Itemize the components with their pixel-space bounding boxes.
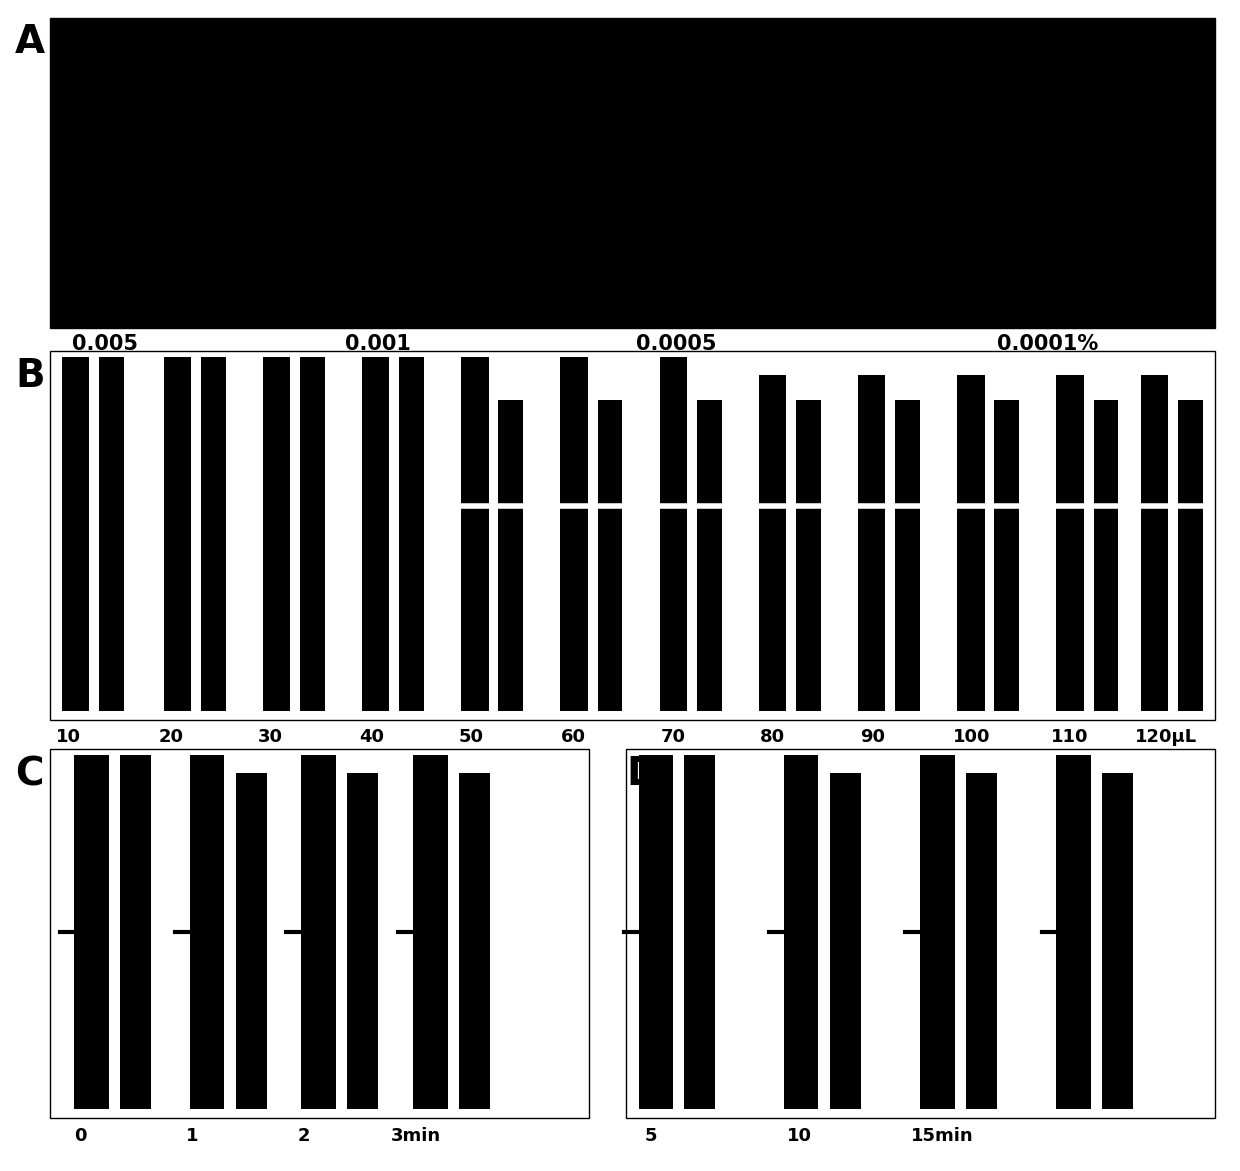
Bar bbox=[796, 399, 821, 711]
Bar bbox=[99, 357, 124, 711]
Text: 80: 80 bbox=[760, 728, 785, 746]
Bar bbox=[164, 357, 191, 711]
Text: 40: 40 bbox=[360, 728, 384, 746]
Bar bbox=[759, 375, 786, 711]
Bar bbox=[598, 399, 622, 711]
Text: 2: 2 bbox=[298, 1127, 310, 1144]
Bar bbox=[459, 773, 490, 1109]
Text: 3min: 3min bbox=[391, 1127, 440, 1144]
Text: 70: 70 bbox=[661, 728, 686, 746]
Text: 20: 20 bbox=[159, 728, 184, 746]
Bar bbox=[301, 755, 336, 1109]
Bar bbox=[957, 375, 985, 711]
Bar bbox=[697, 399, 722, 711]
Text: 1: 1 bbox=[186, 1127, 198, 1144]
Bar bbox=[236, 773, 267, 1109]
Bar bbox=[560, 357, 588, 711]
Bar bbox=[1178, 399, 1203, 711]
Text: 5: 5 bbox=[645, 1127, 657, 1144]
Bar bbox=[201, 357, 226, 711]
Bar bbox=[684, 755, 715, 1109]
Bar bbox=[461, 357, 489, 711]
Text: 30: 30 bbox=[258, 728, 283, 746]
Bar bbox=[120, 755, 151, 1109]
Text: 100: 100 bbox=[954, 728, 991, 746]
Bar bbox=[1056, 375, 1084, 711]
Bar bbox=[895, 399, 920, 711]
Bar bbox=[966, 773, 997, 1109]
Text: A: A bbox=[15, 23, 45, 61]
Bar bbox=[639, 755, 673, 1109]
Text: 10: 10 bbox=[787, 1127, 812, 1144]
Text: 15min: 15min bbox=[911, 1127, 973, 1144]
Bar bbox=[50, 749, 589, 1118]
Bar bbox=[190, 755, 224, 1109]
Bar bbox=[498, 399, 523, 711]
Bar bbox=[362, 357, 389, 711]
Bar bbox=[62, 357, 89, 711]
Text: 120μL: 120μL bbox=[1135, 728, 1197, 746]
Bar bbox=[1102, 773, 1133, 1109]
Text: 90: 90 bbox=[861, 728, 885, 746]
Bar bbox=[1056, 755, 1091, 1109]
Text: 0.001: 0.001 bbox=[345, 334, 412, 354]
Text: 110: 110 bbox=[1052, 728, 1089, 746]
Bar bbox=[399, 357, 424, 711]
Bar bbox=[347, 773, 378, 1109]
Bar bbox=[660, 357, 687, 711]
Bar bbox=[994, 399, 1019, 711]
Bar bbox=[263, 357, 290, 711]
Bar bbox=[50, 18, 1215, 328]
Text: 50: 50 bbox=[459, 728, 484, 746]
Bar bbox=[858, 375, 885, 711]
Bar bbox=[784, 755, 818, 1109]
Text: 0.0001%: 0.0001% bbox=[997, 334, 1099, 354]
Text: 10: 10 bbox=[56, 728, 81, 746]
Text: 60: 60 bbox=[560, 728, 585, 746]
Bar bbox=[1094, 399, 1118, 711]
Bar bbox=[1141, 375, 1168, 711]
Bar bbox=[920, 755, 955, 1109]
Text: C: C bbox=[15, 755, 43, 793]
Bar bbox=[413, 755, 448, 1109]
Text: D: D bbox=[626, 755, 658, 793]
Text: 0: 0 bbox=[74, 1127, 87, 1144]
Text: 0.005: 0.005 bbox=[72, 334, 139, 354]
Bar bbox=[50, 351, 1215, 720]
Text: 0.0005: 0.0005 bbox=[636, 334, 715, 354]
Bar bbox=[74, 755, 109, 1109]
Bar bbox=[626, 749, 1215, 1118]
Bar bbox=[300, 357, 325, 711]
Text: B: B bbox=[15, 357, 45, 395]
Bar bbox=[830, 773, 861, 1109]
